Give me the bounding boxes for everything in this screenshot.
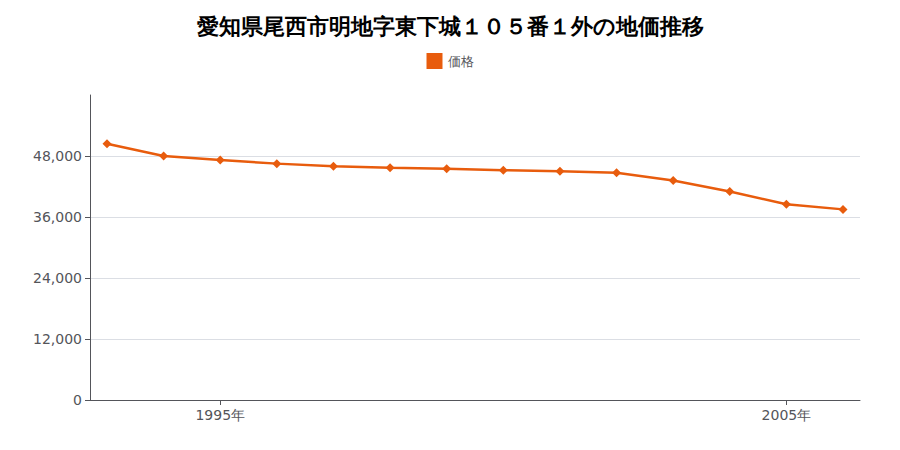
svg-text:2005年: 2005年 — [762, 407, 812, 423]
svg-text:愛知県尾西市明地字東下城１０５番１外の地価推移: 愛知県尾西市明地字東下城１０５番１外の地価推移 — [197, 14, 704, 39]
svg-text:価格: 価格 — [448, 54, 474, 69]
svg-text:0: 0 — [73, 392, 82, 408]
svg-text:48,000: 48,000 — [33, 148, 82, 164]
svg-text:36,000: 36,000 — [33, 209, 82, 225]
svg-text:24,000: 24,000 — [33, 270, 82, 286]
svg-text:12,000: 12,000 — [33, 331, 82, 347]
svg-text:1995年: 1995年 — [195, 407, 245, 423]
